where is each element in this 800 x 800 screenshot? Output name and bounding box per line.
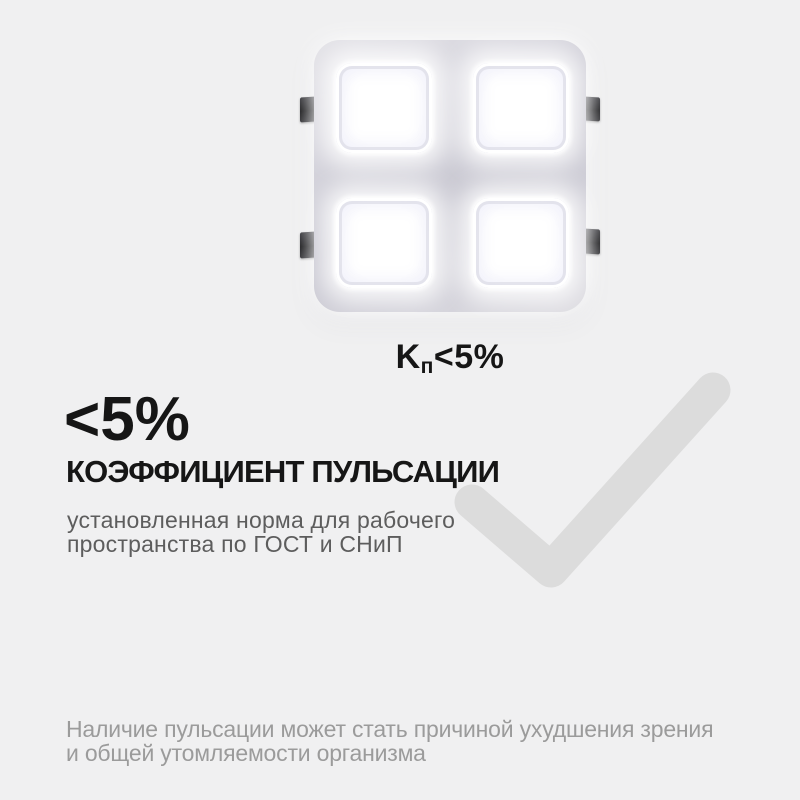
headline-block: <5% КОЭФФИЦИЕНТ ПУЛЬСАЦИИ <box>64 385 500 489</box>
headline-title: КОЭФФИЦИЕНТ ПУЛЬСАЦИИ <box>66 454 500 489</box>
pulsation-coefficient-formula: Kп<5% <box>314 338 586 378</box>
led-module-top-right <box>473 63 569 153</box>
mounting-clip-right-top <box>584 96 600 122</box>
headline-value: <5% <box>64 385 190 454</box>
led-panel-body <box>314 40 586 312</box>
led-module-top-left <box>336 63 432 153</box>
footer-note-line-2: и общей утомляемости организма <box>66 740 426 766</box>
formula-symbol: K <box>395 338 421 376</box>
subtitle-line-2: пространства по ГОСТ и СНиП <box>67 531 403 557</box>
led-module-bottom-left <box>336 198 432 288</box>
formula-value: <5% <box>433 338 505 376</box>
mounting-clip-right-bottom <box>584 228 600 255</box>
subtitle: установленная норма для рабочего простра… <box>67 508 455 556</box>
formula-subscript: п <box>420 354 434 378</box>
check-icon-stroke <box>454 372 731 588</box>
footer-note: Наличие пульсации может стать причиной у… <box>66 716 714 766</box>
subtitle-line-1: установленная норма для рабочего <box>67 507 456 533</box>
led-module-bottom-right <box>473 198 569 288</box>
footer-note-line-1: Наличие пульсации может стать причиной у… <box>66 716 714 742</box>
